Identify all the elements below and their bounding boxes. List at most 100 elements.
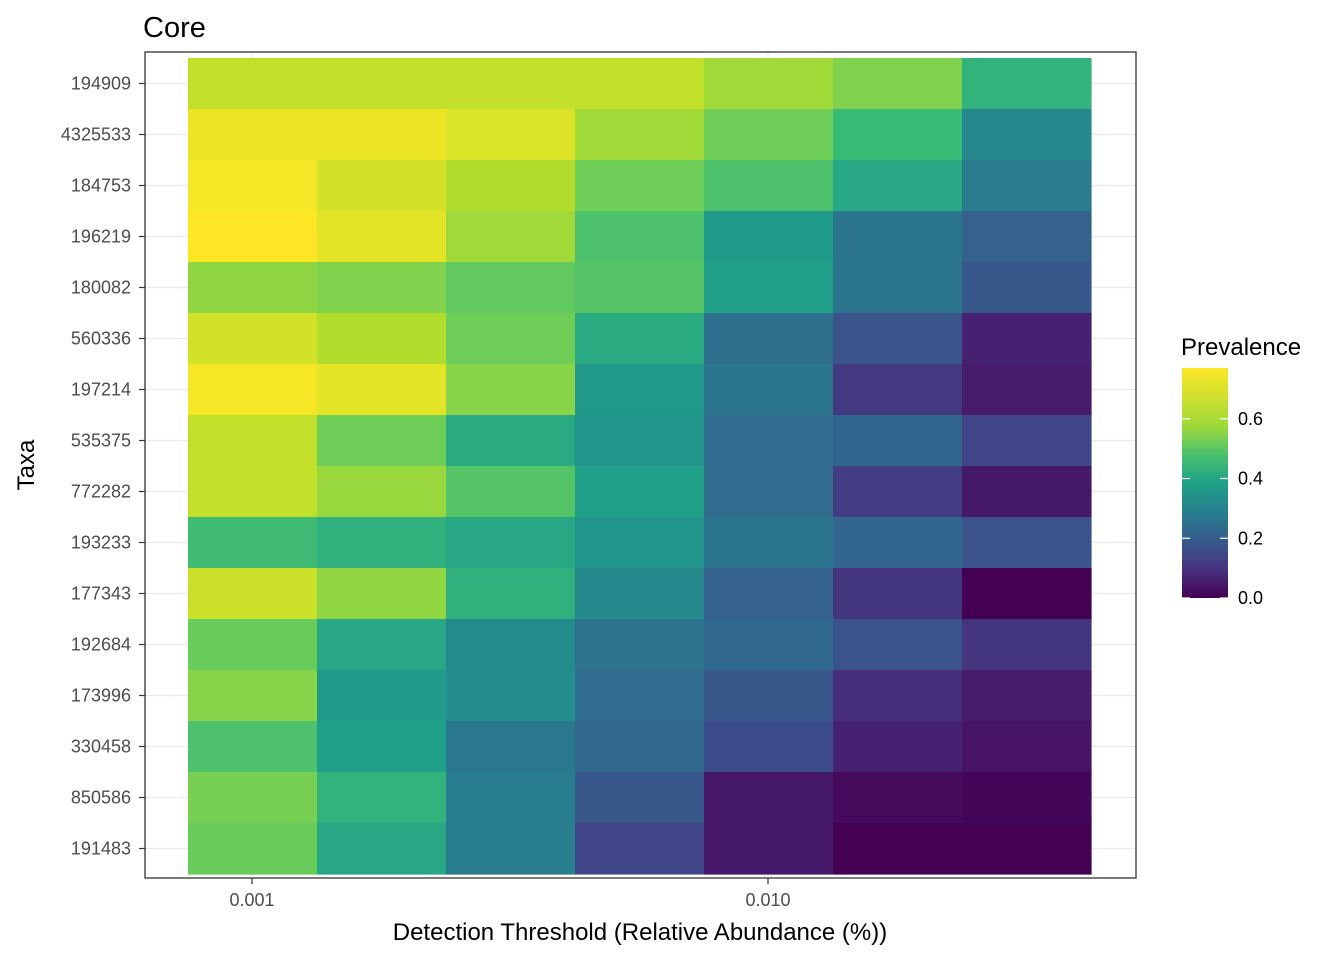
y-tick-label: 850586: [71, 788, 131, 808]
legend-title: Prevalence: [1181, 334, 1301, 361]
heatmap-cell: [188, 466, 318, 518]
heatmap-cell: [317, 466, 447, 518]
heatmap-cell: [833, 670, 963, 722]
y-tick-label: 535375: [71, 431, 131, 451]
heatmap-cell: [188, 721, 318, 773]
heatmap-cell: [188, 313, 318, 365]
heatmap-cell: [317, 109, 447, 161]
heatmap-cell: [704, 619, 834, 671]
heatmap-cell: [188, 415, 318, 467]
legend-tick-label: 0.2: [1238, 528, 1263, 548]
y-tick-label: 194909: [71, 74, 131, 94]
heatmap-cell: [317, 58, 447, 110]
heatmap-cell: [317, 568, 447, 620]
heatmap-cell: [317, 262, 447, 314]
y-tick-label: 772282: [71, 482, 131, 502]
heatmap-cell: [188, 262, 318, 314]
heatmap-cell: [317, 160, 447, 212]
heatmap-cell: [962, 772, 1092, 824]
legend-ticks: 0.0 0.2 0.4 0.6: [1182, 409, 1263, 608]
heatmap-cell: [188, 670, 318, 722]
heatmap-cell: [446, 364, 576, 416]
heatmap-cell: [317, 313, 447, 365]
heatmap-cell: [962, 211, 1092, 263]
heatmap-cell: [704, 313, 834, 365]
heatmap-cell: [833, 211, 963, 263]
heatmap-cell: [962, 619, 1092, 671]
heatmap-cell: [575, 58, 705, 110]
heatmap-cell: [446, 619, 576, 671]
heatmap-cell: [833, 823, 963, 875]
heatmap-cell: [704, 466, 834, 518]
heatmap-cell: [833, 58, 963, 110]
heatmap-cell: [962, 313, 1092, 365]
heatmap-cell: [575, 109, 705, 161]
heatmap-cell: [188, 211, 318, 263]
heatmap-cell: [188, 517, 318, 569]
heatmap-cell: [575, 823, 705, 875]
y-tick-label: 191483: [71, 839, 131, 859]
heatmap-cell: [962, 823, 1092, 875]
heatmap-cells: [188, 58, 1092, 875]
heatmap-cell: [833, 466, 963, 518]
heatmap-cell: [575, 313, 705, 365]
heatmap-cell: [704, 568, 834, 620]
heatmap-cell: [575, 160, 705, 212]
heatmap-cell: [317, 670, 447, 722]
heatmap-cell: [188, 823, 318, 875]
heatmap-cell: [317, 619, 447, 671]
heatmap-cell: [188, 160, 318, 212]
heatmap-cell: [446, 58, 576, 110]
heatmap-cell: [446, 568, 576, 620]
heatmap-cell: [446, 721, 576, 773]
chart-title: Core: [143, 12, 206, 44]
y-tick-label: 330458: [71, 737, 131, 757]
heatmap-cell: [962, 721, 1092, 773]
x-tick-label: 0.001: [229, 890, 274, 910]
x-tick-label: 0.010: [745, 890, 790, 910]
heatmap-cell: [962, 160, 1092, 212]
heatmap-cell: [833, 160, 963, 212]
y-tick-label: 180082: [71, 278, 131, 298]
heatmap-cell: [833, 517, 963, 569]
heatmap-cell: [704, 721, 834, 773]
heatmap-cell: [446, 160, 576, 212]
heatmap-cell: [704, 670, 834, 722]
heatmap-cell: [575, 772, 705, 824]
heatmap-cell: [317, 721, 447, 773]
heatmap-cell: [188, 772, 318, 824]
heatmap-cell: [575, 721, 705, 773]
heatmap-cell: [575, 262, 705, 314]
heatmap-cell: [188, 58, 318, 110]
heatmap-cell: [704, 58, 834, 110]
y-tick-label: 177343: [71, 584, 131, 604]
y-tick-label: 196219: [71, 227, 131, 247]
heatmap-cell: [962, 364, 1092, 416]
heatmap-cell: [833, 721, 963, 773]
plot-border: [144, 51, 1137, 879]
heatmap-cell: [962, 517, 1092, 569]
heatmap-cell: [704, 364, 834, 416]
heatmap-cell: [833, 772, 963, 824]
heatmap-cell: [317, 772, 447, 824]
heatmap-cell: [188, 109, 318, 161]
legend-tick-label: 0.4: [1238, 469, 1263, 489]
heatmap-cell: [317, 415, 447, 467]
heatmap-cell: [188, 364, 318, 416]
heatmap-cell: [704, 109, 834, 161]
heatmap-cell: [962, 466, 1092, 518]
heatmap-cell: [833, 415, 963, 467]
x-axis-title: Detection Threshold (Relative Abundance …: [393, 919, 887, 946]
legend-tick-label: 0.0: [1238, 588, 1263, 608]
heatmap-cell: [833, 364, 963, 416]
heatmap-cell: [575, 670, 705, 722]
heatmap-cell: [317, 517, 447, 569]
heatmap-cell: [704, 262, 834, 314]
y-tick-label: 192684: [71, 635, 131, 655]
heatmap-cell: [833, 109, 963, 161]
heatmap-cell: [962, 58, 1092, 110]
heatmap-cell: [575, 517, 705, 569]
y-axis: 194909 4325533 184753 196219 180082 560336 197…: [61, 74, 145, 859]
